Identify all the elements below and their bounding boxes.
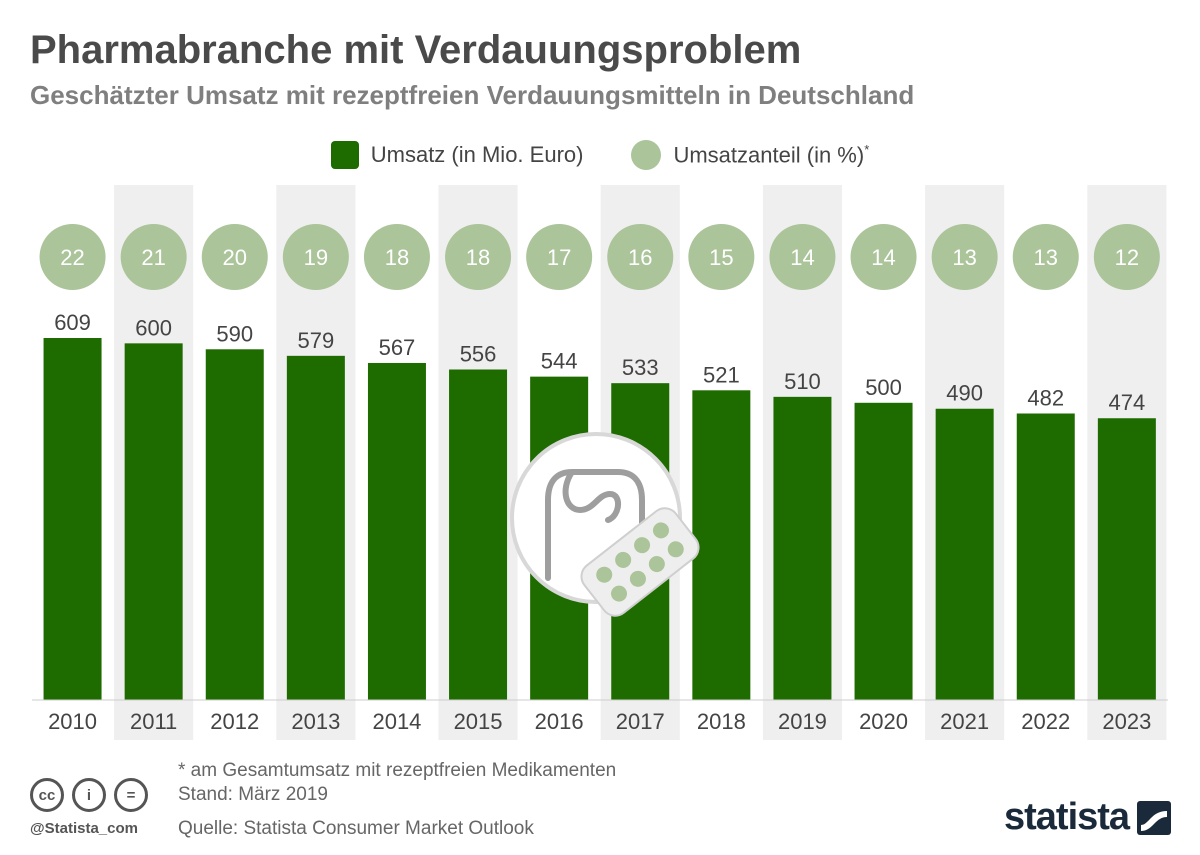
bar-value-label-2012: 590 [216,321,253,346]
bar-2022 [1017,413,1075,700]
cc-icon[interactable]: cc [30,778,64,812]
statista-wordmark: statista [1004,796,1129,839]
bar-value-label-2018: 521 [703,362,740,387]
share-label-2014: 18 [385,245,409,270]
x-tick-label-2018: 2018 [697,709,746,734]
bar-value-label-2022: 482 [1027,385,1064,410]
source: Quelle: Statista Consumer Market Outlook [178,818,534,840]
bar-chart: 6092220106002120115902020125791920135671… [0,0,1200,760]
x-tick-label-2012: 2012 [210,709,259,734]
bar-2019 [773,397,831,700]
bar-value-label-2021: 490 [946,381,983,406]
share-label-2013: 19 [304,245,328,270]
share-label-2018: 15 [709,245,733,270]
bar-value-label-2023: 474 [1108,390,1145,415]
x-tick-label-2019: 2019 [778,709,827,734]
statista-handle[interactable]: @Statista_com [30,820,138,837]
x-tick-label-2023: 2023 [1102,709,1151,734]
x-tick-label-2021: 2021 [940,709,989,734]
share-label-2021: 13 [952,245,976,270]
bar-2018 [692,390,750,700]
share-label-2023: 12 [1115,245,1139,270]
license-icons: cc i = [30,778,156,812]
x-tick-label-2014: 2014 [372,709,421,734]
bar-2023 [1098,418,1156,700]
x-tick-label-2013: 2013 [291,709,340,734]
x-tick-label-2022: 2022 [1021,709,1070,734]
x-tick-label-2015: 2015 [454,709,503,734]
bar-value-label-2019: 510 [784,369,821,394]
bar-2014 [368,363,426,700]
by-person-icon[interactable]: i [72,778,106,812]
bar-2020 [855,403,913,700]
bar-value-label-2015: 556 [460,342,497,367]
x-tick-label-2010: 2010 [48,709,97,734]
bar-value-label-2014: 567 [379,335,416,360]
x-tick-label-2020: 2020 [859,709,908,734]
stand-date: Stand: März 2019 [178,784,328,806]
footnote: * am Gesamtumsatz mit rezeptfreien Medik… [178,760,616,782]
nd-equals-icon[interactable]: = [114,778,148,812]
x-tick-label-2011: 2011 [130,709,177,734]
bar-2011 [125,343,183,700]
statista-mark-icon [1137,801,1171,835]
bar-value-label-2020: 500 [865,375,902,400]
share-label-2016: 17 [547,245,571,270]
bar-2015 [449,370,507,700]
x-tick-label-2016: 2016 [535,709,584,734]
statista-logo[interactable]: statista [1004,796,1171,839]
share-label-2019: 14 [790,245,814,270]
bar-value-label-2017: 533 [622,355,659,380]
bar-2021 [936,409,994,700]
share-label-2010: 22 [60,245,84,270]
bar-2013 [287,356,345,700]
bar-value-label-2010: 609 [54,310,91,335]
share-label-2020: 14 [871,245,895,270]
share-label-2012: 20 [223,245,247,270]
x-tick-label-2017: 2017 [616,709,665,734]
share-label-2015: 18 [466,245,490,270]
share-label-2011: 21 [141,245,165,270]
bar-2010 [44,338,102,700]
share-label-2017: 16 [628,245,652,270]
bar-value-label-2011: 600 [135,315,172,340]
share-label-2022: 13 [1034,245,1058,270]
bar-value-label-2016: 544 [541,349,578,374]
bar-2012 [206,349,264,700]
bar-value-label-2013: 579 [297,328,334,353]
